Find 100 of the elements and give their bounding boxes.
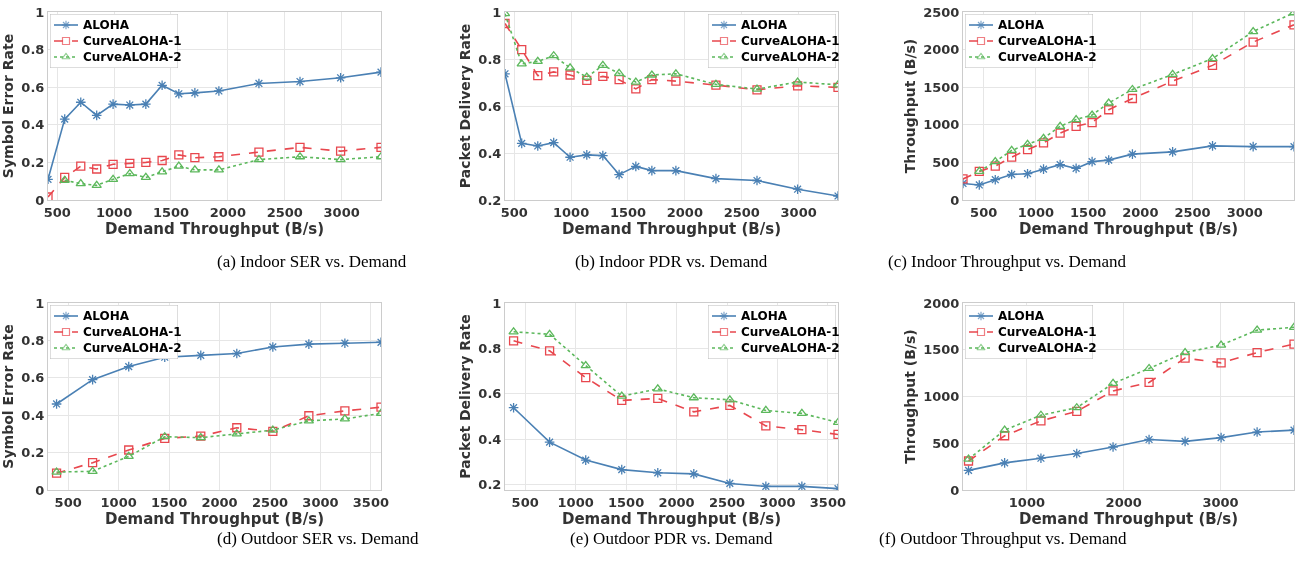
x-tick-label: 2000 [1122, 204, 1159, 220]
legend-label: ALOHA [741, 18, 788, 32]
y-tick-label: 1000 [923, 389, 960, 405]
y-tick-label: 0 [950, 192, 960, 208]
x-axis-title: Demand Throughput (B/s) [104, 509, 325, 528]
text: (c) Indoor Throughput vs. Demand [888, 252, 1127, 271]
y-tick-label: 0.8 [21, 42, 45, 58]
y-tick-label: 2000 [923, 42, 960, 58]
y-tick-label: 0 [35, 482, 45, 498]
text: (f) Outdoor Throughput vs. Demand [879, 529, 1128, 548]
x-tick-label: 2500 [251, 494, 289, 510]
legend-label: CurveALOHA-2 [741, 341, 840, 355]
legend-label: CurveALOHA-2 [83, 341, 182, 355]
legend-label: ALOHA [998, 18, 1045, 32]
x-tick-label: 1500 [151, 494, 188, 510]
x-tick-label: 2000 [1105, 494, 1142, 510]
x-tick-label: 500 [511, 494, 539, 510]
y-tick-label: 0.2 [478, 476, 502, 492]
y-tick-label: 0.6 [21, 370, 45, 386]
text: (a) Indoor SER vs. Demand [217, 252, 407, 271]
y-tick-label: 0.8 [478, 340, 502, 356]
y-tick-label: 500 [932, 435, 960, 451]
x-tick-label: 1000 [1017, 204, 1054, 220]
x-tick-label: 3000 [1202, 494, 1239, 510]
y-tick-label: 2500 [923, 4, 960, 20]
legend-label: ALOHA [741, 309, 788, 323]
legend-label: CurveALOHA-2 [998, 50, 1097, 64]
text: (b) Indoor PDR vs. Demand [575, 252, 768, 271]
x-tick-label: 500 [54, 494, 82, 510]
x-tick-label: 1000 [100, 494, 137, 510]
y-axis-title: Symbol Error Rate [0, 324, 16, 469]
y-axis-title: Symbol Error Rate [0, 33, 16, 179]
x-tick-label: 500 [970, 204, 998, 220]
legend-label: CurveALOHA-1 [83, 34, 182, 48]
y-tick-label: 0.6 [478, 386, 502, 402]
legend-label: ALOHA [83, 18, 130, 32]
y-tick-label: 2000 [923, 295, 960, 311]
x-tick-label: 1500 [152, 204, 190, 220]
x-axis-title: Demand Throughput (B/s) [561, 509, 782, 528]
y-tick-label: 0.4 [21, 117, 45, 133]
y-tick-label: 0.4 [21, 407, 45, 423]
x-tick-label: 2500 [708, 494, 746, 510]
y-tick-label: 1500 [923, 342, 960, 358]
y-tick-label: 500 [932, 154, 960, 170]
y-tick-label: 0 [950, 482, 960, 498]
x-tick-label: 1000 [553, 204, 590, 220]
y-tick-label: 0 [35, 192, 45, 208]
x-tick-label: 3000 [302, 494, 339, 510]
x-tick-label: 2500 [1174, 204, 1211, 220]
x-tick-label: 2000 [658, 494, 695, 510]
y-tick-label: 1 [492, 4, 502, 20]
x-axis-title: Demand Throughput (B/s) [1018, 219, 1239, 238]
y-tick-label: 1000 [923, 117, 960, 133]
legend-label: ALOHA [998, 309, 1045, 323]
y-tick-label: 0.8 [478, 51, 502, 67]
x-tick-label: 3000 [759, 494, 796, 510]
y-axis-title: Throughput (B/s) [901, 38, 918, 174]
y-axis-title: Packet Delivery Rate [456, 314, 473, 479]
text: (d) Outdoor SER vs. Demand [217, 529, 420, 548]
legend-label: CurveALOHA-2 [83, 50, 182, 64]
legend-label: CurveALOHA-2 [998, 341, 1097, 355]
y-tick-label: 1 [35, 4, 45, 20]
x-tick-label: 1500 [1070, 204, 1107, 220]
x-tick-label: 1000 [557, 494, 594, 510]
legend-label: CurveALOHA-1 [741, 325, 840, 339]
x-tick-label: 3500 [352, 494, 389, 510]
y-axis-title: Throughput (B/s) [901, 329, 918, 464]
y-tick-label: 1 [35, 295, 45, 311]
text: (e) Outdoor PDR vs. Demand [570, 529, 774, 548]
x-tick-label: 2000 [666, 204, 703, 220]
x-tick-label: 2000 [209, 204, 246, 220]
x-tick-label: 1000 [1008, 494, 1045, 510]
x-tick-label: 3500 [809, 494, 846, 510]
x-tick-label: 3000 [1226, 204, 1263, 220]
x-axis-title: Demand Throughput (B/s) [561, 219, 782, 238]
y-tick-label: 0.2 [21, 445, 45, 461]
x-tick-label: 1500 [609, 204, 647, 220]
y-tick-label: 0.4 [478, 431, 502, 447]
legend-label: CurveALOHA-1 [741, 34, 840, 48]
legend-label: CurveALOHA-1 [83, 325, 182, 339]
y-tick-label: 0.6 [21, 79, 45, 95]
legend-label: CurveALOHA-1 [998, 325, 1097, 339]
x-tick-label: 1500 [608, 494, 645, 510]
x-tick-label: 3000 [780, 204, 817, 220]
y-tick-label: 0.2 [21, 154, 45, 170]
x-axis-title: Demand Throughput (B/s) [104, 219, 325, 238]
y-tick-label: 0.8 [21, 332, 45, 348]
y-tick-label: 1500 [923, 79, 960, 95]
y-tick-label: 0.4 [478, 145, 502, 161]
legend-label: CurveALOHA-1 [998, 34, 1097, 48]
x-tick-label: 2500 [266, 204, 303, 220]
y-tick-label: 0.6 [478, 98, 502, 114]
y-axis-title: Packet Delivery Rate [456, 23, 473, 189]
y-tick-label: 1 [492, 295, 502, 311]
x-tick-label: 2500 [723, 204, 760, 220]
legend-label: ALOHA [83, 309, 130, 323]
x-tick-label: 2000 [201, 494, 238, 510]
y-tick-label: 0.2 [478, 192, 502, 208]
x-tick-label: 1000 [96, 204, 133, 220]
x-tick-label: 3000 [323, 204, 360, 220]
